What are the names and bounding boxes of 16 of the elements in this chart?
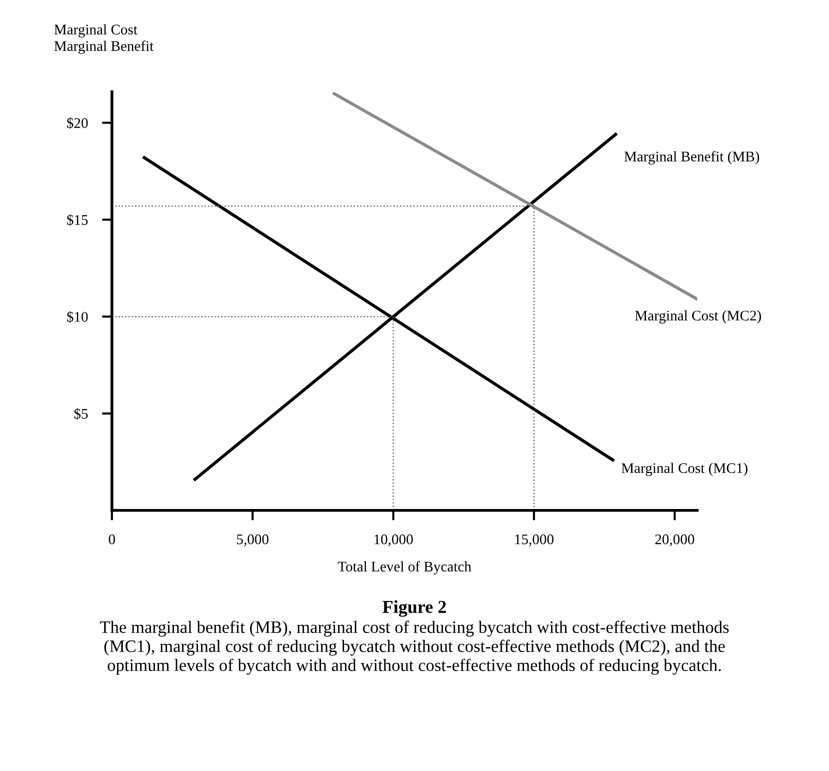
x-tick-label: 0 <box>108 534 116 544</box>
series-label: Marginal Benefit (MB) <box>624 151 760 164</box>
x-axis-title: Total Level of Bycatch <box>338 561 472 575</box>
y-tick-label: $15 <box>67 214 88 226</box>
series-label: Marginal Cost (MC2) <box>635 310 761 324</box>
y-tick-label: $5 <box>74 408 88 420</box>
x-tick-label: 10,000 <box>374 534 413 546</box>
text: The marginal benefit (MB), marginal cost of reducing bycatch with cost-effective methods (MC1), marginal cost of reducing bycatch without cost-effective methods (MC2), and the optimum levels of bycatch with and without cost-effective methods of reducing bycatch. <box>100 620 729 675</box>
text: Figure 2 <box>382 600 446 617</box>
y-tick-label: $10 <box>67 311 88 323</box>
x-tick-label: 15,000 <box>515 534 554 546</box>
x-tick-label: 20,000 <box>655 534 694 546</box>
x-tick-label: 5,000 <box>237 534 268 546</box>
y-axis-title: Marginal Cost Marginal Benefit <box>54 24 154 54</box>
series-label: Marginal Cost (MC1) <box>622 462 748 476</box>
y-tick-label: $20 <box>67 117 88 129</box>
